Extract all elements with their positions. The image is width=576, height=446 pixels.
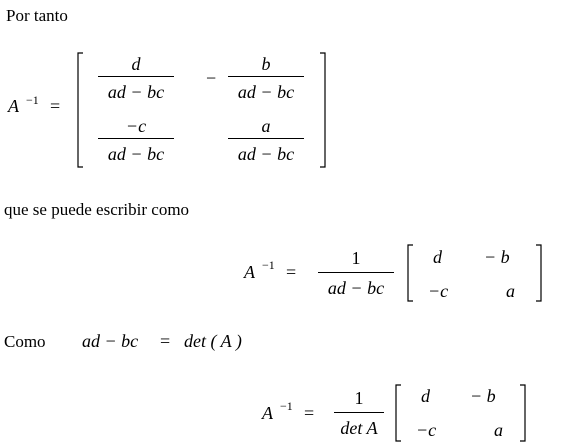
- eq3-equals: =: [160, 331, 171, 351]
- text-por-tanto: Por tanto: [6, 6, 68, 25]
- eq4-exponent: −1: [280, 399, 293, 413]
- eq4-numerator: 1: [354, 388, 364, 408]
- eq4-equals: =: [304, 403, 315, 423]
- eq1-m22-fraction-bar: [228, 138, 304, 139]
- eq1-m11-fraction-bar: [98, 76, 174, 77]
- eq2-denominator: ad − bc: [327, 278, 385, 298]
- eq1-m22-denominator: ad − bc: [237, 144, 295, 164]
- text-que-se-puede: que se puede escribir como: [4, 200, 190, 219]
- eq4-lhs: A: [262, 403, 273, 423]
- eq2-equals: =: [286, 262, 297, 282]
- eq1-lhs: A: [8, 96, 19, 116]
- eq1-equals: =: [50, 96, 61, 116]
- eq2-m11: d: [433, 247, 442, 267]
- eq1-m12-fraction-bar: [228, 76, 304, 77]
- eq4-denominator: det A: [340, 418, 378, 438]
- eq4-fraction-bar: [334, 412, 384, 413]
- eq4-right-bracket: [520, 384, 526, 442]
- eq1-m22-numerator: a: [261, 116, 271, 136]
- eq4-left-bracket: [395, 384, 401, 442]
- eq2-m12: − b: [484, 247, 510, 267]
- eq1-left-bracket: [77, 52, 83, 168]
- eq1-exponent: −1: [26, 93, 39, 107]
- eq1-m12-numerator: b: [261, 54, 271, 74]
- eq4-m11: d: [421, 386, 430, 406]
- eq1-m21-numerator: −c: [125, 116, 147, 136]
- eq2-left-bracket: [407, 244, 413, 302]
- eq2-lhs: A: [244, 262, 255, 282]
- eq1-m21-denominator: ad − bc: [107, 144, 165, 164]
- eq2-numerator: 1: [351, 248, 361, 268]
- eq4-m12: − b: [470, 386, 496, 406]
- eq2-right-bracket: [536, 244, 542, 302]
- eq2-m22: a: [506, 281, 515, 301]
- eq3-rhs: det ( A ): [184, 331, 242, 351]
- eq4-m22: a: [494, 420, 503, 440]
- eq1-m12-denominator: ad − bc: [237, 82, 295, 102]
- eq3-lhs: ad − bc: [82, 331, 139, 351]
- eq2-fraction-bar: [318, 272, 394, 273]
- eq1-m11-numerator: d: [131, 54, 141, 74]
- text-como: Como: [4, 332, 46, 351]
- eq4-m21: −c: [416, 420, 437, 440]
- eq1-m21-fraction-bar: [98, 138, 174, 139]
- eq2-exponent: −1: [262, 258, 275, 272]
- eq1-m11-denominator: ad − bc: [107, 82, 165, 102]
- eq1-right-bracket: [320, 52, 326, 168]
- eq1-m12-sign: −: [206, 68, 217, 88]
- eq2-m21: −c: [428, 281, 449, 301]
